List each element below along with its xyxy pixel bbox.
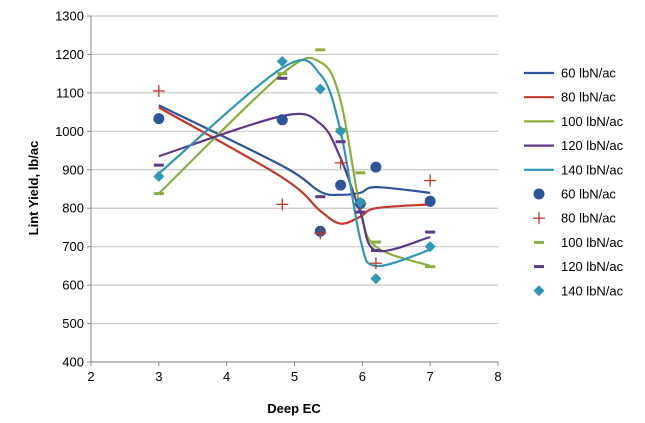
point-s4-1: [153, 163, 164, 167]
point-s1-4: [335, 179, 347, 191]
point-s5-4: [335, 125, 347, 137]
point-s2-4: [334, 156, 347, 169]
legend-label: 140 lbN/ac: [561, 283, 624, 298]
x-tick-label: 6: [359, 369, 366, 384]
point-s3-1: [153, 192, 164, 196]
point-s5-6: [370, 273, 382, 285]
legend-swatch-marker-8: [534, 240, 544, 244]
point-s5-7: [424, 241, 436, 253]
legend-label: 120 lbN/ac: [561, 259, 624, 274]
x-tick-label: 5: [291, 369, 298, 384]
point-s4-5: [355, 210, 366, 214]
y-tick-label: 1200: [55, 47, 84, 62]
x-tick-label: 8: [494, 369, 501, 384]
point-s3-7: [425, 265, 436, 269]
data-points: [152, 48, 437, 285]
point-s2-6: [369, 257, 382, 270]
x-axis-title: Deep EC: [267, 401, 321, 416]
legend-label: 80 lbN/ac: [561, 90, 616, 105]
x-tick-label: 2: [87, 369, 94, 384]
point-s1-6: [370, 161, 382, 173]
y-axis-title: Lint Yield, lb/ac: [26, 141, 41, 236]
point-s2-1: [152, 84, 165, 97]
legend-swatch-marker-7: [533, 212, 545, 225]
point-s3-6: [370, 240, 381, 244]
gridlines: [91, 15, 498, 363]
point-s5-5: [354, 196, 366, 208]
y-tick-label: 1300: [55, 9, 84, 24]
trendlines: [158, 56, 431, 268]
point-s4-2: [277, 76, 288, 80]
point-s5-1: [153, 170, 165, 182]
y-tick-label: 400: [62, 355, 84, 370]
axes: 400 500 600 700 800 900 1000 1100 1200 1300 2 3 4 5 6 7…: [55, 9, 502, 385]
trendline-2: [158, 106, 431, 225]
x-tick-label: 3: [155, 369, 162, 384]
point-s1-1: [153, 113, 165, 125]
y-tick-label: 1000: [55, 124, 84, 139]
point-s1-7: [424, 195, 436, 207]
point-s2-3: [314, 227, 327, 240]
point-s3-3: [315, 48, 326, 52]
legend-swatch-marker-10: [533, 285, 545, 297]
y-tick-label: 1100: [56, 85, 84, 100]
trendline-3: [158, 56, 431, 267]
point-s5-3: [314, 83, 326, 95]
legend-label: 120 lbN/ac: [561, 138, 624, 153]
y-tick-label: 700: [62, 239, 84, 254]
legend-label: 80 lbN/ac: [561, 211, 616, 226]
trendline-1: [158, 104, 431, 197]
point-s4-7: [425, 230, 436, 234]
trendline-5: [158, 58, 431, 268]
point-s3-5: [355, 171, 366, 175]
legend-label: 60 lbN/ac: [561, 187, 616, 202]
y-tick-label: 900: [62, 162, 84, 177]
point-s4-6: [370, 249, 381, 253]
x-tick-label: 7: [427, 369, 434, 384]
legend-label: 100 lbN/ac: [561, 114, 624, 129]
y-tick-label: 500: [62, 316, 84, 331]
x-tick-label: 4: [223, 369, 230, 384]
point-s4-3: [315, 195, 326, 199]
point-s2-2: [276, 198, 289, 211]
legend-label: 60 lbN/ac: [561, 66, 616, 81]
point-s3-2: [277, 72, 288, 76]
point-s1-2: [276, 114, 288, 126]
legend-label: 140 lbN/ac: [561, 162, 624, 177]
y-tick-label: 800: [62, 201, 84, 216]
trendline-4: [158, 112, 431, 253]
point-s4-4: [335, 140, 346, 144]
legend-swatch-marker-9: [534, 265, 544, 269]
point-s2-7: [424, 174, 437, 187]
legend-swatch-marker-6: [533, 188, 545, 200]
legend: 60 lbN/ac 80 lbN/ac 100 lbN/ac 120 lbN/ac 14…: [524, 66, 624, 298]
legend-label: 100 lbN/ac: [561, 235, 624, 250]
point-s5-2: [276, 55, 288, 67]
y-tick-label: 600: [62, 278, 84, 293]
